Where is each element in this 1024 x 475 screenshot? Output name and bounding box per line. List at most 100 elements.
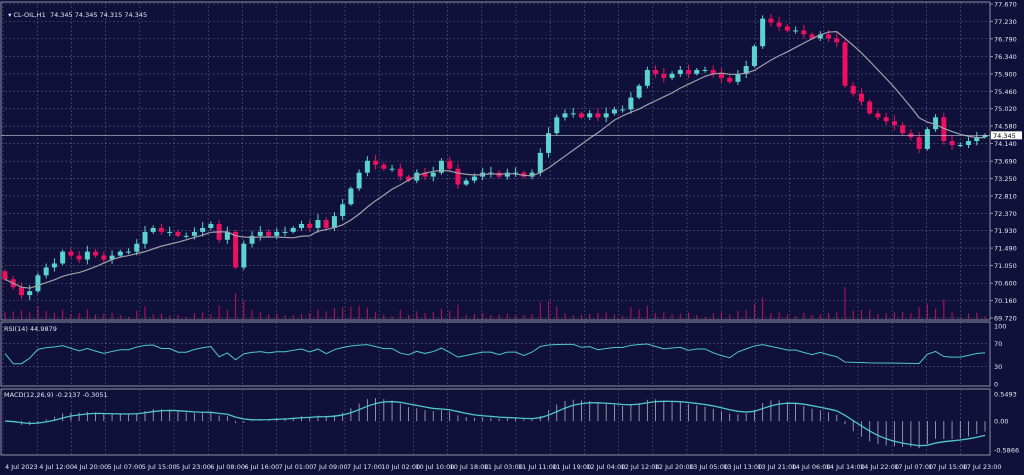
- bear-candle: [373, 160, 379, 165]
- bull-candle: [183, 235, 189, 237]
- bull-candle: [167, 231, 173, 233]
- bear-candle: [397, 168, 403, 177]
- bear-candle: [941, 117, 947, 142]
- bear-candle: [891, 121, 897, 126]
- bull-candle: [702, 69, 708, 71]
- price-tick-label: 71.930: [994, 227, 1017, 235]
- bull-candle: [43, 267, 49, 276]
- time-tick-label: 5 Jul 23:00: [176, 463, 211, 471]
- bull-candle: [603, 113, 609, 118]
- macd-tick-label: 0.00: [994, 418, 1008, 426]
- time-tick-label: 7 Jul 17:00: [347, 463, 382, 471]
- bear-candle: [447, 160, 453, 169]
- bear-candle: [718, 73, 724, 78]
- time-tick-label: 6 Jul 16:00: [244, 463, 279, 471]
- bull-candle: [241, 243, 247, 268]
- time-tick-label: 14 Jul 06:00: [792, 463, 831, 471]
- price-tick-label: 76.790: [994, 35, 1017, 43]
- time-tick-label: 11 Jul 19:00: [552, 463, 591, 471]
- bear-candle: [686, 69, 692, 74]
- macd-signal-line: [4, 400, 986, 447]
- bear-candle: [883, 117, 889, 122]
- rsi-tick-label: 0: [994, 381, 998, 389]
- price-tick-label: 77.670: [994, 1, 1017, 9]
- bull-candle: [751, 46, 757, 67]
- rsi-title: RSI(14) 44.9879: [4, 325, 57, 333]
- bull-candle: [628, 97, 634, 110]
- bull-candle: [529, 172, 535, 177]
- bear-candle: [727, 77, 733, 82]
- bear-candle: [850, 85, 856, 94]
- moving-average-line: [4, 31, 986, 289]
- price-tick-label: 74.140: [994, 140, 1017, 148]
- price-tick-label: 70.600: [994, 280, 1017, 288]
- bull-candle: [669, 73, 675, 78]
- bull-candle: [27, 291, 33, 296]
- bull-candle: [537, 152, 543, 173]
- bear-candle: [858, 93, 864, 102]
- time-tick-label: 4 Jul 2023: [5, 463, 38, 471]
- macd-tick-label: -0.5866: [994, 447, 1019, 455]
- bear-candle: [949, 141, 955, 146]
- bear-candle: [521, 172, 527, 177]
- time-tick-label: 12 Jul 12:00: [621, 463, 660, 471]
- bear-candle: [422, 172, 428, 177]
- bear-candle: [710, 69, 716, 74]
- bear-candle: [809, 34, 815, 39]
- bull-candle: [735, 73, 741, 82]
- bull-candle: [471, 176, 477, 181]
- bull-candle: [743, 66, 749, 74]
- bull-candle: [611, 109, 617, 114]
- bull-candle: [389, 168, 395, 170]
- bull-candle: [348, 188, 354, 205]
- chart-title: ▾ CL-OIL,H1 74.345 74.345 74.315 74.345: [4, 3, 147, 19]
- bull-candle: [142, 231, 148, 244]
- bear-candle: [381, 164, 387, 169]
- time-tick-label: 17 Jul 15:00: [928, 463, 967, 471]
- bull-candle: [35, 275, 41, 292]
- price-tick-label: 69.720: [994, 315, 1017, 323]
- bull-candle: [933, 117, 939, 130]
- rsi-line: [4, 343, 986, 365]
- macd-title: MACD(12,26,9) -0.2137 -0.3051: [4, 391, 108, 399]
- bull-candle: [438, 160, 444, 173]
- bear-candle: [776, 22, 782, 27]
- collapse-triangle-icon[interactable]: ▾: [8, 11, 14, 19]
- bull-candle: [463, 180, 469, 185]
- price-tick-label: 75.020: [994, 105, 1017, 113]
- bull-candle: [636, 85, 642, 98]
- current-price-label: 74.345: [993, 132, 1016, 140]
- bear-candle: [842, 42, 848, 86]
- time-tick-label: 17 Jul 23:00: [963, 463, 1002, 471]
- time-tick-label: 7 Jul 01:00: [279, 463, 314, 471]
- bear-candle: [661, 73, 667, 78]
- time-tick-label: 4 Jul 12:00: [39, 463, 74, 471]
- bull-candle: [340, 204, 346, 217]
- bull-candle: [84, 251, 90, 260]
- bear-candle: [578, 113, 584, 118]
- bull-candle: [513, 172, 519, 174]
- bull-candle: [117, 251, 123, 256]
- bear-candle: [2, 271, 8, 280]
- time-tick-label: 12 Jul 20:00: [655, 463, 694, 471]
- bear-candle: [595, 113, 601, 118]
- time-tick-label: 12 Jul 04:00: [586, 463, 625, 471]
- bull-candle: [191, 231, 197, 236]
- bear-candle: [653, 69, 659, 74]
- bear-candle: [834, 38, 840, 43]
- bull-candle: [488, 172, 494, 174]
- time-tick-label: 14 Jul 22:00: [860, 463, 899, 471]
- bull-candle: [793, 30, 799, 32]
- time-tick-label: 10 Jul 02:00: [381, 463, 420, 471]
- bear-candle: [93, 251, 99, 256]
- bull-candle: [694, 69, 700, 74]
- bull-candle: [554, 117, 560, 134]
- bull-candle: [504, 172, 510, 177]
- price-tick-label: 70.160: [994, 297, 1017, 305]
- bear-candle: [307, 223, 313, 228]
- time-tick-label: 13 Jul 21:00: [757, 463, 796, 471]
- time-tick-label: 10 Jul 10:00: [415, 463, 454, 471]
- bull-candle: [274, 231, 280, 236]
- bear-candle: [76, 255, 82, 260]
